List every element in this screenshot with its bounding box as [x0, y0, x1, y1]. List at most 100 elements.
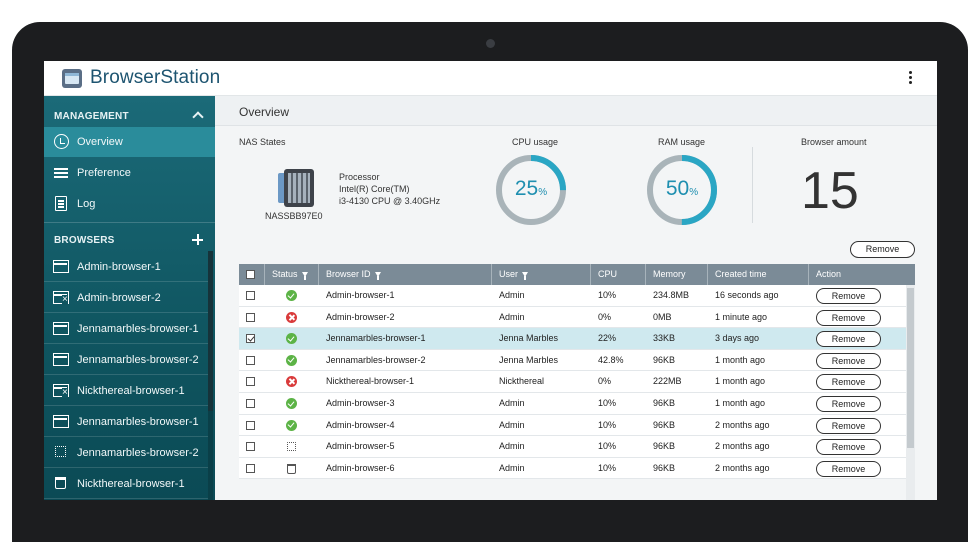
column-header-user[interactable]: User [492, 264, 591, 285]
table-row[interactable]: Admin-browser-5 Admin 10% 96KB 2 months ago R… [239, 436, 906, 458]
remove-button[interactable]: Remove [816, 460, 881, 477]
filter-icon[interactable] [522, 272, 529, 281]
divider [44, 222, 215, 223]
column-header-label: Created time [715, 269, 767, 279]
cell-cpu: 0% [598, 376, 612, 387]
table-row[interactable]: Admin-browser-6 Admin 10% 96KB 2 months ago R… [239, 457, 906, 480]
browser-amount-value: 15 [801, 162, 859, 220]
sidebar-item-overview[interactable]: Overview [44, 127, 215, 157]
sidebar-browser-item[interactable]: Nickthereal-browser-1 [44, 375, 208, 406]
column-header-memory[interactable]: Memory [646, 264, 708, 285]
sidebar-browser-item[interactable]: Jennamarbles-browser-2 [44, 437, 208, 468]
cell-memory: 222MB [653, 376, 682, 387]
app-title: BrowserStation [90, 67, 221, 88]
cell-created-time: 2 months ago [715, 462, 770, 473]
status-error-icon [286, 311, 297, 323]
cell-created-time: 2 months ago [715, 419, 770, 430]
filter-icon[interactable] [374, 272, 381, 281]
sidebar-browser-item[interactable]: Jennamarbles-browser-1 [44, 313, 208, 344]
processor-label: Processor [339, 172, 380, 182]
remove-button[interactable]: Remove [816, 374, 881, 391]
cell-user: Admin [499, 462, 525, 473]
row-checkbox[interactable] [246, 291, 255, 300]
cell-user: Jenna Marbles [499, 354, 559, 365]
column-header-browser-id[interactable]: Browser ID [319, 264, 492, 285]
cell-cpu: 10% [598, 398, 617, 408]
row-checkbox[interactable] [246, 334, 255, 344]
add-browser-icon[interactable] [192, 234, 203, 245]
remove-button[interactable]: Remove [816, 331, 881, 348]
sidebar-browser-item[interactable]: Nickthereal-browser-1 [44, 468, 208, 499]
select-all-checkbox[interactable] [246, 270, 255, 279]
browser-window-icon [53, 322, 69, 335]
cell-created-time: 2 months ago [715, 441, 770, 452]
sidebar-browser-item[interactable]: Jennamarbles-browser-1 [44, 406, 208, 437]
remove-button[interactable]: Remove [816, 309, 881, 326]
cpu-usage-gauge: 25% [494, 153, 568, 227]
row-checkbox[interactable] [246, 312, 255, 322]
sidebar-browser-item[interactable]: Admin-browser-2 [44, 282, 208, 313]
browser-item-label: Jennamarbles-browser-2 [77, 447, 199, 459]
cell-browser-id: Admin-browser-5 [326, 441, 395, 452]
remove-button[interactable]: Remove [816, 352, 881, 369]
cell-created-time: 1 minute ago [715, 311, 768, 322]
sidebar-browser-item[interactable]: Jennamarbles-browser-2 [44, 344, 208, 375]
more-options-icon[interactable] [906, 71, 914, 87]
cpu-usage-label: CPU usage [512, 137, 559, 147]
row-checkbox[interactable] [246, 463, 255, 473]
browserstation-logo-icon [62, 69, 82, 88]
browser-loading-icon [55, 446, 66, 457]
sidebar-item-log[interactable]: Log [44, 189, 215, 219]
status-error-icon [286, 376, 297, 388]
row-checkbox[interactable] [246, 399, 255, 408]
ram-usage-gauge: 50% [645, 153, 719, 227]
table-row[interactable]: Admin-browser-2 Admin 0% 0MB 1 minute ago Rem… [239, 306, 906, 329]
row-checkbox[interactable] [246, 355, 255, 365]
table-row[interactable]: Admin-browser-3 Admin 10% 96KB 1 month ago Re… [239, 393, 906, 415]
browser-item-label: Admin-browser-1 [77, 261, 161, 273]
row-checkbox[interactable] [246, 442, 255, 452]
cell-cpu: 10% [598, 290, 617, 300]
row-checkbox[interactable] [246, 420, 255, 430]
table-scrollbar-thumb[interactable] [907, 288, 914, 448]
cell-browser-id: Admin-browser-6 [326, 462, 395, 473]
remove-button[interactable]: Remove [816, 439, 881, 456]
remove-button[interactable]: Remove [816, 417, 881, 434]
column-header-label: User [499, 269, 519, 279]
cell-cpu: 10% [598, 462, 617, 473]
browser-item-label: Nickthereal-browser-1 [77, 478, 185, 490]
sidebar-item-label: Log [77, 198, 96, 210]
column-header-status[interactable]: Status [265, 264, 319, 285]
row-checkbox[interactable] [246, 377, 255, 387]
sidebar-scrollbar-thumb[interactable] [208, 251, 213, 411]
remove-selected-button[interactable]: Remove [850, 241, 915, 258]
sidebar-item-preference[interactable]: Preference [44, 158, 215, 188]
table-row[interactable]: Jennamarbles-browser-1 Jenna Marbles 22% 33… [239, 328, 906, 350]
status-running-icon [286, 419, 297, 431]
cell-memory: 96KB [653, 354, 676, 365]
browser-item-label: Jennamarbles-browser-1 [77, 323, 199, 335]
cell-created-time: 1 month ago [715, 376, 766, 387]
cell-browser-id: Admin-browser-3 [326, 398, 395, 408]
table-row[interactable]: Jennamarbles-browser-2 Jenna Marbles 42.8%… [239, 349, 906, 372]
cpu-usage-value: 25 [514, 177, 539, 200]
column-header-cpu[interactable]: CPU [591, 264, 646, 285]
table-row[interactable]: Admin-browser-1 Admin 10% 234.8MB 16 seconds… [239, 285, 906, 307]
cell-memory: 0MB [653, 311, 672, 322]
remove-button[interactable]: Remove [816, 396, 881, 412]
top-bar: BrowserStation [44, 61, 937, 96]
cell-memory: 234.8MB [653, 290, 690, 300]
filter-icon[interactable] [301, 272, 308, 281]
remove-button[interactable]: Remove [816, 288, 881, 304]
page-title: Overview [239, 105, 290, 119]
column-header-label: Memory [653, 269, 686, 279]
column-header-created-time[interactable]: Created time [708, 264, 809, 285]
cell-browser-id: Admin-browser-1 [326, 290, 395, 300]
app-screen: BrowserStation MANAGEMENT Overview Prefe… [44, 61, 937, 500]
collapse-chevron-icon[interactable] [192, 111, 204, 123]
log-icon [55, 196, 67, 211]
cell-user: Jenna Marbles [499, 333, 559, 344]
table-row[interactable]: Admin-browser-4 Admin 10% 96KB 2 months ago R… [239, 414, 906, 437]
table-row[interactable]: Nickthereal-browser-1 Nickthereal 0% 222MB 1… [239, 371, 906, 393]
sidebar-browser-item[interactable]: Admin-browser-1 [44, 251, 208, 282]
